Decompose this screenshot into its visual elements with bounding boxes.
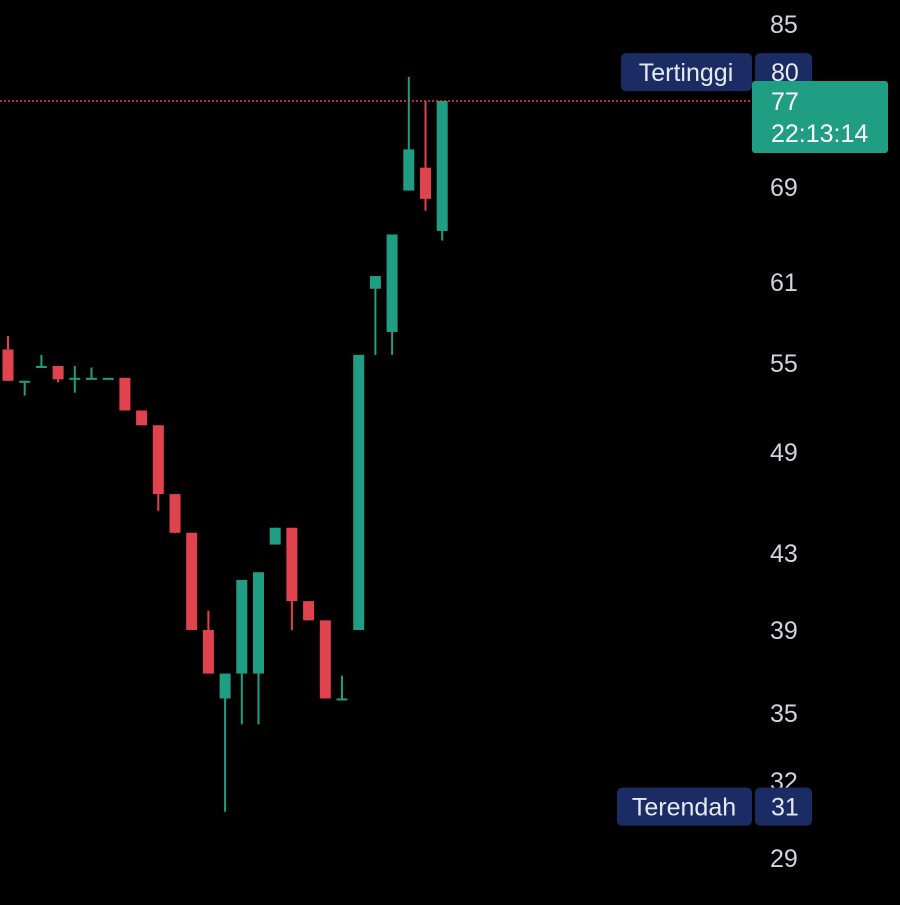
candle-up — [219, 673, 231, 699]
candle-down — [2, 349, 14, 381]
candle-up — [403, 149, 415, 191]
high-label-box — [621, 53, 752, 92]
y-tick-label: 85 — [770, 11, 798, 39]
candle-up — [69, 377, 81, 380]
y-tick-label: 29 — [770, 845, 798, 873]
low-value-text: 31 — [771, 794, 799, 822]
candle-down — [186, 532, 198, 630]
candle-up — [436, 101, 448, 231]
current-price-time: 22:13:14 — [771, 120, 868, 148]
candle-up — [86, 377, 97, 380]
y-tick-label: 61 — [770, 269, 798, 297]
high-label-text: Tertinggi — [639, 59, 734, 87]
candle-down — [202, 630, 214, 674]
candle-up — [35, 365, 47, 368]
candle-down — [319, 620, 331, 699]
y-tick-label: 35 — [770, 700, 798, 728]
y-tick-label: 39 — [770, 617, 798, 645]
candle-up — [386, 234, 398, 332]
y-tick-label: 43 — [770, 540, 798, 568]
y-tick-label: 69 — [770, 174, 798, 202]
candle-down — [169, 494, 181, 533]
candle-up — [369, 276, 381, 289]
candle-down — [52, 365, 64, 380]
candle-up — [102, 377, 114, 380]
candle-down — [303, 601, 315, 621]
candle-up — [269, 527, 281, 545]
y-tick-label: 55 — [770, 350, 798, 378]
candle-down — [119, 377, 131, 411]
low-label-text: Terendah — [632, 794, 736, 822]
current-price-badge — [752, 81, 888, 153]
candle-up — [19, 380, 31, 383]
y-tick-label: 49 — [770, 439, 798, 467]
candle-down — [420, 167, 431, 199]
candle-down — [286, 527, 298, 602]
candle-up — [253, 572, 264, 674]
candle-up — [336, 698, 348, 701]
candle-up — [353, 354, 365, 630]
candle-up — [236, 579, 248, 674]
low-value-box — [755, 787, 812, 826]
candle-down — [152, 425, 164, 495]
current-price-value: 77 — [771, 88, 799, 116]
candle-down — [136, 410, 148, 426]
low-label-box — [617, 787, 752, 826]
